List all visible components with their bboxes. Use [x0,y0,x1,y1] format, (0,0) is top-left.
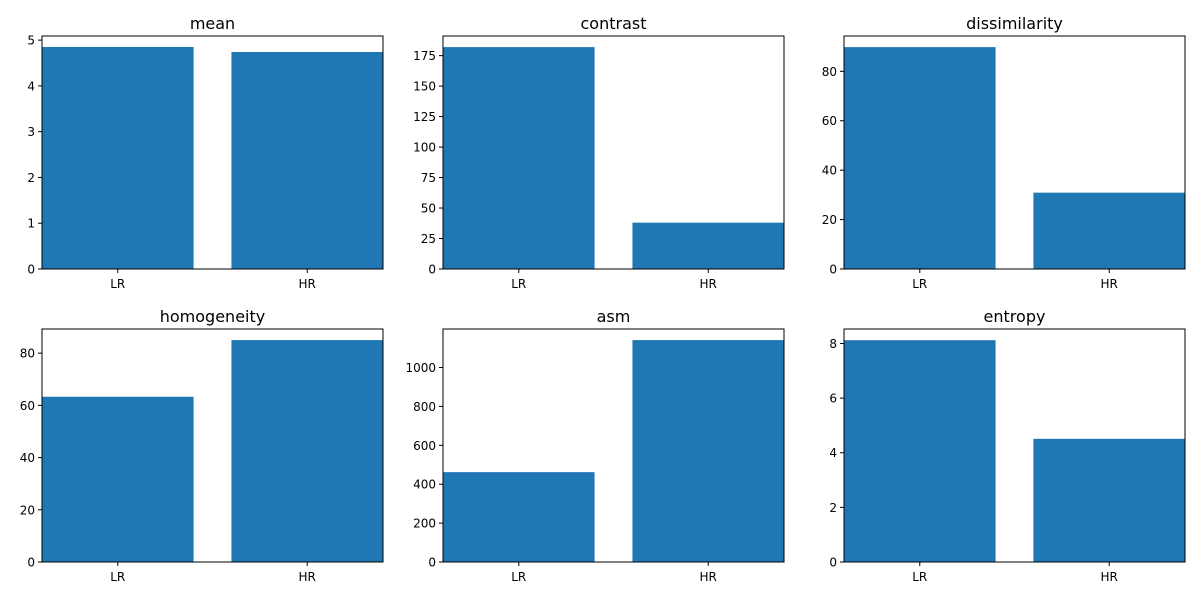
x-tick-label: HR [1101,570,1118,584]
y-tick-label: 20 [20,503,35,517]
bar-hr [1033,438,1185,562]
x-tick-label: LR [110,277,125,291]
y-tick-label: 2 [829,501,837,515]
y-tick-label: 40 [20,451,35,465]
bar-lr [42,396,194,562]
bar-hr [231,340,383,562]
y-tick-label: 40 [822,164,837,178]
y-tick-label: 0 [27,263,35,277]
y-tick-label: 800 [413,400,436,414]
x-tick-label: LR [511,277,526,291]
x-tick-label: HR [700,277,717,291]
axes-frame [843,328,1186,563]
y-tick-label: 0 [428,556,436,570]
y-tick-label: 6 [829,392,837,406]
subplot-title: dissimilarity [966,14,1063,33]
bar-hr [1033,192,1185,269]
axes-frame [41,328,384,563]
y-tick-label: 1000 [405,361,436,375]
y-tick-label: 5 [27,34,35,48]
y-tick-label: 80 [822,65,837,79]
subplot-homogeneity: LR HR 0 20 40 60 80 homogeneity [20,307,384,584]
y-tick-label: 60 [822,114,837,128]
axes-frame [843,35,1186,270]
x-tick-label: HR [299,277,316,291]
y-tick-label: 80 [20,347,35,361]
x-tick-label: LR [912,570,927,584]
subplot-contrast: LR HR 0 25 50 75 100 125 150 175 contrast [413,14,785,291]
subplot-title: homogeneity [160,307,265,326]
subplot-asm: LR HR 0 200 400 600 800 1000 asm [405,307,785,584]
y-tick-label: 125 [413,110,436,124]
y-tick-label: 600 [413,439,436,453]
y-tick-label: 2 [27,171,35,185]
y-tick-label: 0 [829,556,837,570]
y-tick-label: 4 [27,79,35,93]
y-tick-label: 0 [829,263,837,277]
y-tick-label: 100 [413,141,436,155]
y-tick-label: 4 [829,446,837,460]
bar-lr [443,47,595,269]
y-tick-label: 3 [27,125,35,139]
x-tick-label: LR [912,277,927,291]
subplot-mean: LR HR 0 1 2 3 4 5 mean [27,14,384,291]
subplot-title: entropy [984,307,1046,326]
y-tick-label: 50 [421,202,436,216]
subplot-dissimilarity: LR HR 0 20 40 60 80 dissimilarity [822,14,1186,291]
axes-frame [41,35,384,270]
y-tick-label: 0 [428,263,436,277]
subplot-title: asm [597,307,631,326]
y-tick-label: 175 [413,49,436,63]
y-tick-label: 8 [829,337,837,351]
y-tick-label: 60 [20,399,35,413]
axes-frame [442,35,785,270]
x-tick-label: HR [700,570,717,584]
y-tick-label: 25 [421,232,436,246]
bar-hr [632,340,784,562]
subplot-title: contrast [581,14,647,33]
bar-lr [443,472,595,562]
x-tick-label: LR [110,570,125,584]
axes-frame [442,328,785,563]
bar-lr [844,340,996,562]
y-tick-label: 1 [27,217,35,231]
bar-hr [231,52,383,269]
x-tick-label: LR [511,570,526,584]
x-tick-label: HR [299,570,316,584]
y-tick-label: 20 [822,213,837,227]
subplot-entropy: LR HR 0 2 4 6 8 entropy [829,307,1186,584]
y-tick-label: 0 [27,556,35,570]
y-tick-label: 150 [413,80,436,94]
subplot-title: mean [190,14,235,33]
y-tick-label: 400 [413,478,436,492]
y-tick-label: 75 [421,171,436,185]
x-tick-label: HR [1101,277,1118,291]
bar-lr [42,46,194,269]
bar-hr [632,222,784,269]
y-tick-label: 200 [413,517,436,531]
bar-lr [844,47,996,270]
